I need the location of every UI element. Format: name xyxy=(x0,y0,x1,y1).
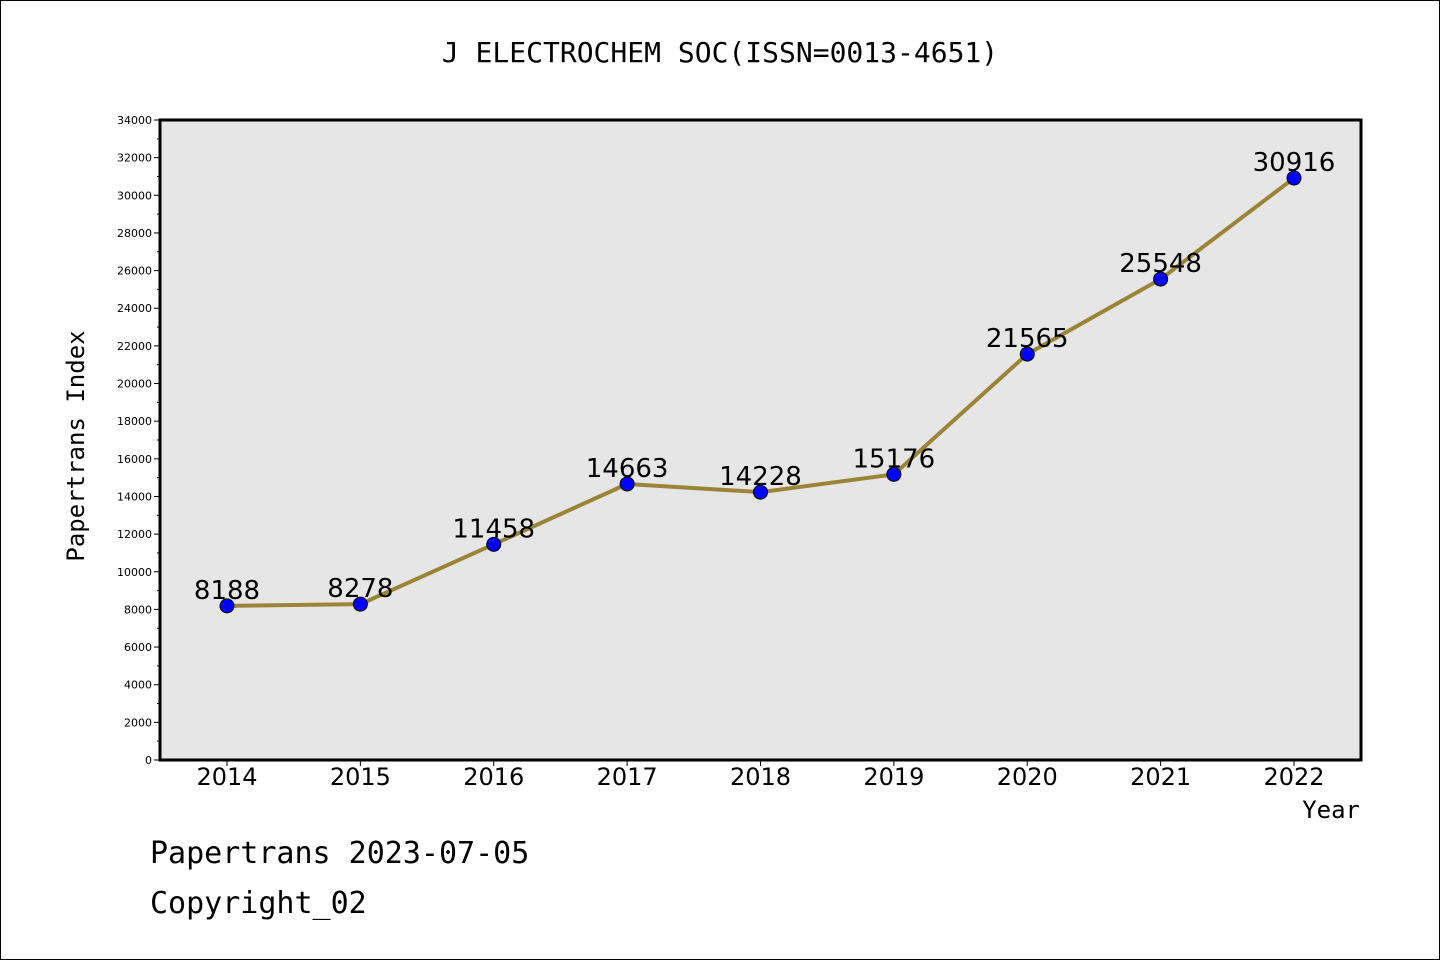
data-label: 15176 xyxy=(853,444,936,474)
data-point xyxy=(753,484,768,500)
data-label: 11458 xyxy=(452,514,535,544)
data-label: 14663 xyxy=(586,454,669,484)
data-point xyxy=(219,598,235,614)
y-tick-label: 34000 xyxy=(117,114,152,127)
x-tick-label: 2015 xyxy=(330,763,391,791)
y-tick-label: 10000 xyxy=(117,566,152,579)
data-point xyxy=(1019,346,1035,362)
y-tick-label: 2000 xyxy=(124,716,152,729)
x-tick-label: 2020 xyxy=(997,763,1058,791)
y-tick-label: 28000 xyxy=(117,227,152,240)
x-axis-label: Year xyxy=(1302,796,1360,824)
data-point xyxy=(1153,271,1169,287)
y-tick-label: 8000 xyxy=(124,603,152,616)
x-tick-label: 2018 xyxy=(730,763,791,791)
data-label: 8188 xyxy=(194,576,260,606)
x-tick-label: 2021 xyxy=(1130,763,1191,791)
plot-border xyxy=(158,118,1363,762)
y-tick-label: 22000 xyxy=(117,340,152,353)
data-point xyxy=(352,596,368,612)
data-point xyxy=(486,536,502,552)
y-tick-label: 30000 xyxy=(117,189,152,202)
data-label: 8278 xyxy=(327,574,393,604)
y-tick-label: 12000 xyxy=(117,528,152,541)
chart-title: J ELECTROCHEM SOC(ISSN=0013-4651) xyxy=(441,36,999,69)
y-tick-label: 16000 xyxy=(117,453,152,466)
y-tick-label: 4000 xyxy=(124,679,152,692)
data-point xyxy=(1286,170,1302,186)
data-label: 21565 xyxy=(986,324,1069,354)
data-point xyxy=(619,476,635,492)
x-tick-label: 2019 xyxy=(863,763,924,791)
data-point xyxy=(886,466,902,482)
x-tick-label: 2016 xyxy=(463,763,524,791)
y-tick-label: 20000 xyxy=(117,378,152,391)
y-tick-label: 6000 xyxy=(124,641,152,654)
plot-area xyxy=(160,120,1361,760)
y-tick-label: 14000 xyxy=(117,490,152,503)
footer-date: Papertrans 2023-07-05 xyxy=(150,836,530,871)
y-tick-label: 18000 xyxy=(117,415,152,428)
y-tick-label: 32000 xyxy=(117,152,152,165)
x-tick-label: 2017 xyxy=(597,763,658,791)
y-tick-label: 26000 xyxy=(117,265,152,278)
data-label: 25548 xyxy=(1119,249,1202,279)
footer-copyright: Copyright_02 xyxy=(150,886,367,921)
data-label: 30916 xyxy=(1253,148,1336,178)
y-tick-label: 0 xyxy=(145,754,152,767)
x-tick-label: 2022 xyxy=(1263,763,1324,791)
data-label: 14228 xyxy=(719,462,802,492)
x-tick-label: 2014 xyxy=(196,763,257,791)
y-tick-label: 24000 xyxy=(117,302,152,315)
